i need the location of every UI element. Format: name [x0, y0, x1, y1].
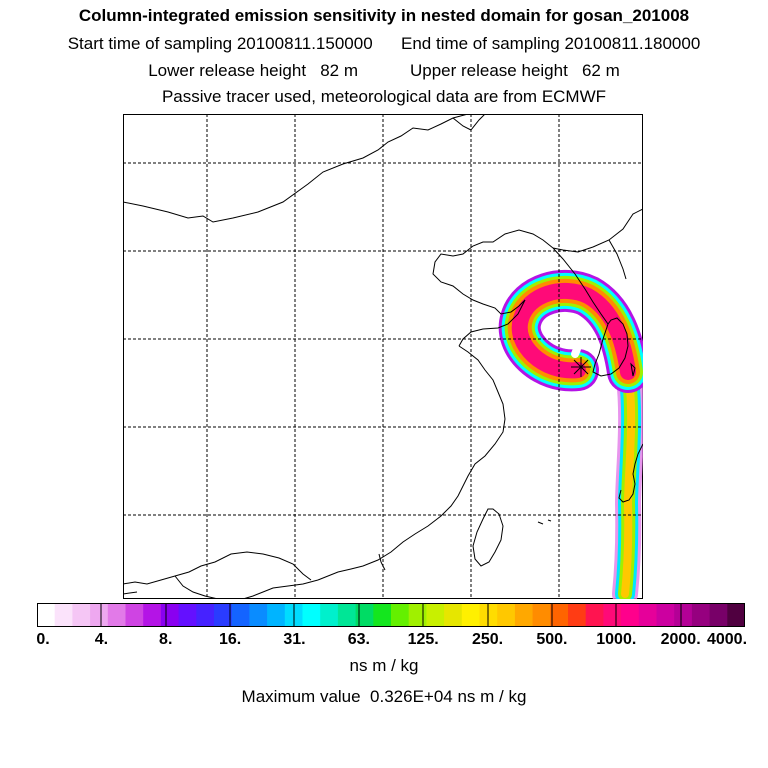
- color-scale-swatch: [585, 603, 604, 627]
- color-scale-swatch: [638, 603, 657, 627]
- color-scale-swatch: [603, 603, 622, 627]
- tracer-note: Passive tracer used, meteorological data…: [161, 87, 607, 106]
- color-scale-bar: [37, 603, 745, 627]
- color-scale-swatch: [355, 603, 374, 627]
- color-scale-tick-label: 63.: [347, 631, 370, 648]
- color-scale-swatch: [320, 603, 339, 627]
- start-time-label: Start time of sampling 20100811.150000: [67, 34, 373, 53]
- color-scale-swatch: [532, 603, 551, 627]
- map-grid: [123, 114, 643, 599]
- color-scale-swatch: [373, 603, 392, 627]
- color-scale-swatch: [249, 603, 268, 627]
- color-scale-swatch: [90, 603, 109, 627]
- color-scale-swatch: [337, 603, 357, 627]
- plot-title: Column-integrated emission sensitivity i…: [78, 6, 690, 25]
- color-scale-swatch: [214, 603, 233, 627]
- color-scale-swatch: [267, 603, 286, 627]
- color-scale-swatch: [196, 603, 215, 627]
- color-scale-swatch: [709, 603, 728, 627]
- maximum-value-label: Maximum value 0.326E+04 ns m / kg: [241, 687, 527, 706]
- color-scale-swatch: [72, 603, 91, 627]
- color-scale-tick-label: 125.: [407, 631, 439, 648]
- color-scale-swatch: [302, 603, 321, 627]
- color-scale-swatch: [550, 603, 569, 627]
- color-scale-swatch: [408, 603, 427, 627]
- color-scale-tick-label: 2000.: [660, 631, 701, 648]
- release-heights: Lower release height 82 m Upper release …: [0, 61, 768, 81]
- sensitivity-map: [123, 114, 643, 599]
- color-scale-swatch: [727, 603, 745, 627]
- end-time-label: End time of sampling 20100811.180000: [401, 34, 701, 53]
- color-scale-swatch: [125, 603, 144, 627]
- color-scale-swatch: [231, 603, 250, 627]
- color-scale-tick-label: 31.: [283, 631, 306, 648]
- color-scale-swatch: [107, 603, 126, 627]
- color-scale-tick-label: 8.: [159, 631, 173, 648]
- color-scale-swatch: [691, 603, 711, 627]
- color-scale-swatch: [160, 603, 180, 627]
- color-scale-swatch: [178, 603, 197, 627]
- color-scale-swatch: [426, 603, 445, 627]
- units-label: ns m / kg: [349, 656, 419, 675]
- color-scale-swatch: [143, 603, 162, 627]
- coastlines: [123, 114, 643, 599]
- color-scale-swatch: [656, 603, 675, 627]
- color-scale-tick-label: 0.: [36, 631, 50, 648]
- color-scale-swatch: [514, 603, 534, 627]
- color-scale-tick-label: 1000.: [596, 631, 637, 648]
- color-scale-swatch: [444, 603, 463, 627]
- color-scale-frame: [37, 603, 745, 627]
- color-scale-swatch: [674, 603, 693, 627]
- color-scale-swatch: [568, 603, 587, 627]
- color-scale-swatch: [621, 603, 640, 627]
- color-scale-tick-label: 500.: [536, 631, 568, 648]
- color-scale-swatch: [497, 603, 516, 627]
- color-scale-swatch: [479, 603, 498, 627]
- sensitivity-plume: [498, 269, 643, 599]
- lower-height-label: Lower release height 82 m: [148, 61, 359, 80]
- color-scale-tick-label: 4.: [94, 631, 109, 648]
- sampling-times: Start time of sampling 20100811.150000 E…: [0, 34, 768, 54]
- color-scale-swatch: [461, 603, 480, 627]
- upper-height-label: Upper release height 62 m: [409, 61, 620, 80]
- star-burst-icon: [571, 357, 591, 377]
- color-scale-swatch: [54, 603, 73, 627]
- color-scale-swatch: [37, 603, 56, 627]
- color-scale-tick-label: 250.: [471, 631, 504, 648]
- color-scale-swatch: [391, 603, 410, 627]
- color-scale-tick-label: 16.: [218, 631, 242, 648]
- color-scale-tick-label: 4000.: [706, 631, 748, 648]
